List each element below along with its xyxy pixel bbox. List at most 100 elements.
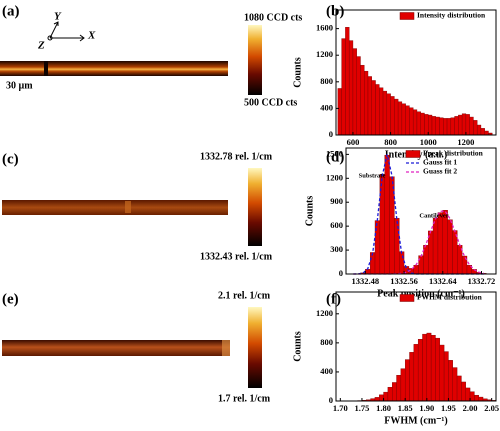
y-tick-label: 0 bbox=[339, 268, 343, 278]
bar bbox=[443, 118, 448, 136]
bar bbox=[392, 382, 397, 402]
bar bbox=[337, 88, 342, 136]
bar bbox=[484, 130, 489, 136]
bar bbox=[465, 387, 471, 402]
x-tick-label: 2.05 bbox=[484, 403, 499, 413]
bar bbox=[384, 154, 390, 275]
bar bbox=[394, 98, 399, 136]
bar bbox=[379, 87, 384, 136]
bar bbox=[364, 70, 369, 136]
z-axis bbox=[47, 35, 53, 41]
bar bbox=[420, 112, 425, 136]
legend-swatch bbox=[405, 150, 421, 158]
bar bbox=[432, 217, 439, 275]
bar bbox=[430, 335, 436, 402]
bar bbox=[476, 124, 482, 136]
bar bbox=[401, 103, 406, 136]
y-tick-label: 300 bbox=[330, 244, 343, 254]
bar bbox=[409, 352, 415, 402]
bar bbox=[382, 90, 388, 136]
bar bbox=[454, 116, 459, 136]
x-tick-label: 1.80 bbox=[376, 403, 391, 413]
bar bbox=[474, 394, 479, 402]
panel-label: (c) bbox=[2, 151, 19, 167]
bar bbox=[379, 394, 384, 402]
bar bbox=[424, 114, 429, 136]
x-tick-label: 1332.56 bbox=[390, 276, 418, 286]
bar bbox=[461, 113, 467, 136]
colorbar-min: 1332.43 rel. 1/cm bbox=[200, 251, 273, 262]
y-tick-label: 1200 bbox=[316, 49, 333, 59]
map-defect bbox=[44, 61, 48, 76]
axis-glyph-label: Z bbox=[37, 40, 45, 52]
bar bbox=[356, 56, 361, 136]
panel-label: (b) bbox=[326, 3, 344, 19]
bar bbox=[446, 118, 452, 136]
bar bbox=[442, 210, 448, 275]
x-axis-label: Peak position (cm⁻¹) bbox=[377, 288, 465, 299]
map-image bbox=[0, 61, 228, 76]
y-axis-label: Counts bbox=[292, 57, 303, 88]
panel-label: (e) bbox=[2, 291, 19, 307]
bar bbox=[431, 116, 436, 136]
bar bbox=[439, 117, 444, 136]
bar bbox=[390, 96, 395, 136]
y-tick-label: 0 bbox=[329, 129, 333, 139]
x-tick-label: 1332.72 bbox=[468, 276, 496, 286]
bar bbox=[450, 117, 455, 136]
annotation: Substrate bbox=[359, 172, 386, 179]
bar bbox=[465, 114, 470, 136]
y-axis-label: Counts bbox=[292, 331, 303, 362]
bar bbox=[443, 351, 449, 402]
x-axis-label: FWHM (cm⁻¹) bbox=[384, 415, 448, 426]
bar bbox=[352, 48, 357, 136]
bar bbox=[478, 396, 484, 402]
bar bbox=[458, 114, 463, 136]
y-tick-label: 0 bbox=[329, 395, 333, 405]
legend-label: Intensity distribution bbox=[417, 11, 486, 20]
legend-label: FWHM distribution bbox=[417, 293, 483, 302]
bar bbox=[435, 116, 440, 136]
bar bbox=[383, 391, 389, 402]
legend-label: Gauss fit 1 bbox=[423, 158, 457, 167]
bar bbox=[439, 344, 445, 402]
bar bbox=[435, 337, 440, 402]
bar bbox=[426, 332, 432, 402]
panel-label: (a) bbox=[2, 3, 20, 19]
bar bbox=[422, 333, 428, 402]
bar bbox=[409, 107, 414, 136]
bar bbox=[447, 219, 453, 275]
bar bbox=[374, 397, 380, 402]
x-tick-label: 1200 bbox=[457, 137, 474, 147]
bar bbox=[405, 105, 410, 136]
bar bbox=[412, 109, 418, 136]
bar bbox=[428, 114, 433, 136]
legend-swatch bbox=[399, 12, 415, 20]
panel-label: (d) bbox=[326, 149, 344, 165]
x-tick-label: 1000 bbox=[420, 137, 437, 147]
y-tick-label: 1600 bbox=[316, 23, 333, 33]
map-feature bbox=[222, 340, 230, 356]
bar bbox=[413, 265, 419, 275]
y-tick-label: 800 bbox=[320, 337, 333, 347]
map-image bbox=[2, 200, 228, 215]
y-tick-label: 1500 bbox=[326, 148, 343, 158]
bar bbox=[360, 64, 365, 136]
bar bbox=[371, 80, 376, 136]
bar bbox=[469, 116, 474, 136]
arrow bbox=[49, 21, 59, 39]
legend-swatch bbox=[399, 294, 415, 302]
annotation: Cantilever bbox=[419, 212, 448, 219]
y-axis-label: Counts bbox=[304, 196, 315, 227]
axis-glyph-label: X bbox=[87, 30, 96, 42]
bar bbox=[448, 360, 453, 402]
bar bbox=[417, 339, 423, 402]
x-tick-label: 1.75 bbox=[355, 403, 370, 413]
bar bbox=[367, 76, 372, 136]
bar bbox=[416, 111, 421, 136]
legend-label: Guass fit 2 bbox=[423, 167, 457, 176]
x-tick-label: 1.70 bbox=[333, 403, 348, 413]
colorbar-max: 1332.78 rel. 1/cm bbox=[200, 151, 273, 162]
x-tick-label: 1.95 bbox=[441, 403, 456, 413]
colorbar-max: 1080 CCD cts bbox=[244, 12, 302, 23]
